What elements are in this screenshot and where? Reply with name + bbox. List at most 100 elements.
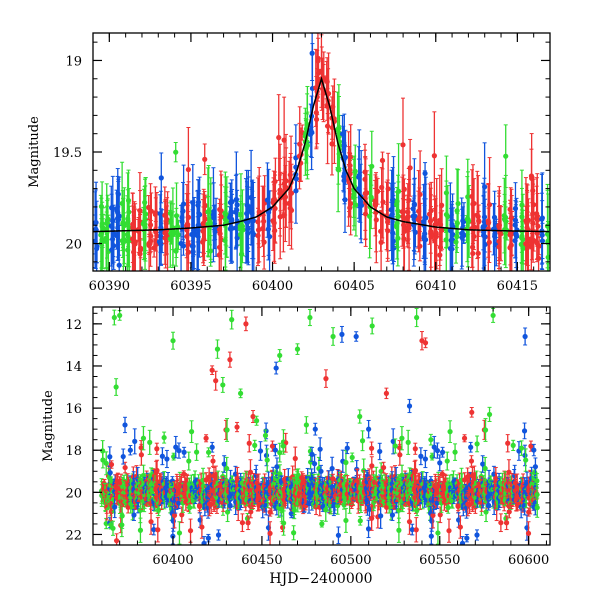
top-point (406, 197, 411, 202)
top-point (347, 205, 352, 210)
bottom-point (203, 436, 208, 441)
top-point (534, 240, 539, 245)
top-point (422, 231, 427, 236)
top-point (116, 217, 121, 222)
bottom-point (171, 519, 176, 524)
top-point (395, 221, 400, 226)
top-ytick-label: 19 (65, 54, 82, 69)
top-point (315, 58, 320, 63)
bottom-point (110, 526, 115, 531)
bottom-point (240, 520, 245, 525)
top-xtick-label: 60400 (252, 279, 293, 294)
top-point (179, 215, 184, 220)
top-point (310, 51, 315, 56)
bottom-point (172, 513, 177, 518)
bottom-point (248, 470, 253, 475)
top-point (272, 220, 277, 225)
bottom-point (186, 458, 191, 463)
top-point (276, 135, 281, 140)
bottom-point (210, 458, 215, 463)
top-point (530, 188, 535, 193)
top-point (374, 217, 379, 222)
top-ytick-label: 19.5 (53, 146, 82, 161)
top-point (153, 212, 158, 217)
top-point (422, 171, 427, 176)
bottom-point (176, 448, 181, 453)
top-point (262, 240, 267, 245)
top-point (266, 227, 271, 232)
top-point (347, 167, 352, 172)
top-point (512, 238, 517, 243)
top-xtick-label: 60415 (497, 279, 538, 294)
top-point (444, 212, 449, 217)
top-point (159, 175, 164, 180)
bottom-point (199, 524, 204, 529)
top-xtick-label: 60395 (170, 279, 211, 294)
top-point (248, 204, 253, 209)
top-point (535, 224, 540, 229)
top-point (508, 232, 513, 237)
bottom-point (108, 470, 113, 475)
bottom-point (100, 448, 105, 453)
top-point (238, 212, 243, 217)
bottom-point (246, 520, 251, 525)
top-point (174, 230, 179, 235)
bottom-point (107, 454, 112, 459)
top-point (238, 224, 243, 229)
top-point (136, 227, 141, 232)
bottom-point (177, 530, 182, 535)
top-point (513, 218, 518, 223)
top-point (540, 232, 545, 237)
top-point (353, 202, 358, 207)
top-point (168, 211, 173, 216)
top-point (390, 230, 395, 235)
bottom-point (216, 532, 221, 537)
top-point (287, 201, 292, 206)
bottom-point (139, 452, 144, 457)
top-point (470, 251, 475, 256)
bottom-point (224, 466, 229, 471)
top-point (460, 218, 465, 223)
top-point (363, 191, 368, 196)
bottom-point (189, 429, 194, 434)
top-point (173, 150, 178, 155)
bottom-point (131, 512, 136, 517)
top-point (514, 232, 519, 237)
top-point (487, 240, 492, 245)
top-point (372, 198, 377, 203)
top-ytick-label: 20 (65, 238, 82, 253)
top-point (389, 213, 394, 218)
bottom-point (206, 536, 211, 541)
top-point (173, 249, 178, 254)
top-y-axis-label: Magnitude (27, 116, 42, 188)
top-point (459, 235, 464, 240)
bottom-point (114, 538, 119, 543)
top-point (162, 230, 167, 235)
top-point (519, 214, 524, 219)
top-point (356, 175, 361, 180)
top-point (168, 219, 173, 224)
bottom-data-points (99, 308, 540, 546)
bottom-point (160, 454, 165, 459)
bottom-point (109, 462, 114, 467)
top-point (526, 218, 531, 223)
top-point (432, 153, 437, 158)
top-xtick-label: 60405 (333, 279, 374, 294)
top-point (503, 154, 508, 159)
top-point (197, 212, 202, 217)
top-point (200, 229, 205, 234)
top-point (342, 143, 347, 148)
bottom-point (138, 528, 143, 533)
top-point (314, 110, 319, 115)
top-point (111, 243, 116, 248)
top-point (423, 215, 428, 220)
bottom-point (224, 427, 229, 432)
bottom-point (141, 436, 146, 441)
top-point (158, 211, 163, 216)
bottom-point (179, 512, 184, 517)
top-data-points (93, 33, 553, 271)
top-point (453, 239, 458, 244)
